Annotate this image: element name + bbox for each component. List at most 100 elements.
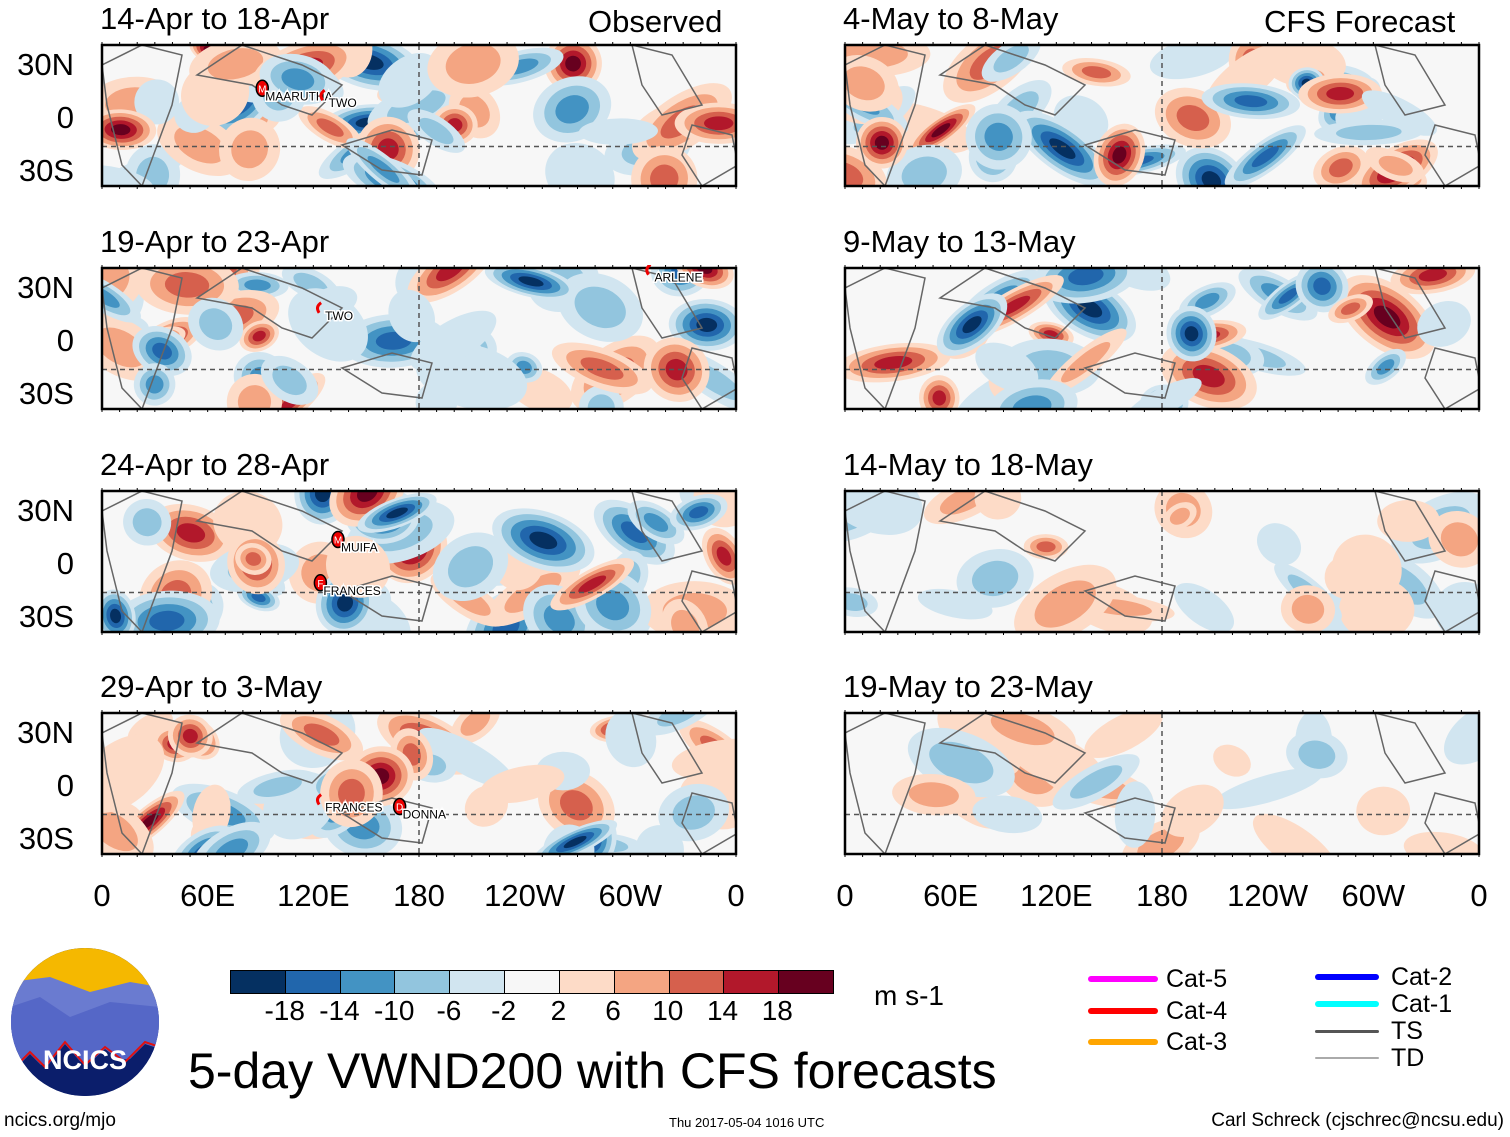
storm-name: MUIFA xyxy=(341,540,378,554)
coastline xyxy=(1424,124,1479,186)
lat-label: 30S xyxy=(18,153,74,188)
legend-line-ts xyxy=(1315,1029,1379,1033)
anomaly-contour xyxy=(418,727,516,789)
anomaly-contour xyxy=(245,552,262,566)
colorbar-swatch xyxy=(450,971,506,993)
cfs-forecast-label: CFS Forecast xyxy=(1264,4,1456,39)
anomaly-contour xyxy=(671,738,736,782)
map-panel xyxy=(843,265,1481,412)
panel-title: 19-Apr to 23-Apr xyxy=(100,224,330,259)
coastline xyxy=(845,268,926,409)
lat-label: 30S xyxy=(18,376,74,411)
lat-label: 30S xyxy=(18,821,74,856)
coastline xyxy=(102,45,183,186)
timestamp: Thu 2017-05-04 1016 UTC xyxy=(669,1115,825,1130)
anomaly-contour xyxy=(1234,95,1268,108)
anomaly-contour xyxy=(164,272,210,298)
legend-label: TD xyxy=(1391,1044,1425,1072)
coastline xyxy=(631,491,704,562)
coastline xyxy=(681,792,736,854)
anomaly-contour xyxy=(974,491,1022,520)
anomaly-contour xyxy=(620,521,648,544)
anomaly-contour xyxy=(436,268,465,282)
coastline xyxy=(340,352,433,399)
anomaly-contour xyxy=(207,48,264,80)
anomaly-contour xyxy=(1376,359,1395,375)
anomaly-contour xyxy=(303,723,340,746)
anomaly-contour xyxy=(102,734,165,813)
anomaly-contour xyxy=(252,330,266,342)
lon-label: 0 xyxy=(93,878,111,913)
anomaly-contour xyxy=(716,546,732,566)
anomaly-contour xyxy=(704,116,734,131)
anomaly-contour xyxy=(563,835,587,849)
anomaly-contour xyxy=(1434,582,1479,632)
anomaly-contour xyxy=(244,279,271,291)
units-label: m s-1 xyxy=(874,980,944,1011)
panel-title: 29-Apr to 3-May xyxy=(100,669,323,704)
lat-label: 0 xyxy=(56,323,74,358)
coastline xyxy=(1083,352,1176,399)
legend-label: Cat-1 xyxy=(1391,990,1453,1018)
anomaly-contour xyxy=(1377,499,1440,542)
anomaly-contour xyxy=(984,122,1013,151)
anomaly-contour xyxy=(578,575,607,593)
coastline xyxy=(938,491,1087,562)
anomaly-contour xyxy=(1336,124,1402,141)
coastline xyxy=(195,491,344,562)
anomaly-contour xyxy=(596,590,630,621)
anomaly-contour xyxy=(1213,768,1323,810)
anomaly-contour xyxy=(665,358,688,381)
coastline xyxy=(340,129,433,176)
anomaly-contour xyxy=(337,594,354,612)
storm-marker-letter: M xyxy=(258,84,266,95)
anomaly-contour xyxy=(1070,765,1123,799)
anomaly-contour xyxy=(1356,786,1411,836)
anomaly-contour xyxy=(386,507,408,519)
storm-name: FRANCES xyxy=(325,801,382,815)
anomaly-contour xyxy=(325,535,390,598)
anomaly-contour xyxy=(1084,713,1163,758)
anomaly-contour xyxy=(1124,378,1202,409)
legend-line-td xyxy=(1315,1057,1379,1059)
coastline xyxy=(1374,491,1447,562)
anomaly-contour xyxy=(356,491,378,502)
colorbar-tick-label: -10 xyxy=(373,995,415,1026)
legend-line-cat-4 xyxy=(1088,1007,1158,1014)
lon-label: 180 xyxy=(393,878,445,913)
anomaly-contour xyxy=(1329,158,1353,178)
lon-label: 60E xyxy=(180,878,236,913)
anomaly-contour xyxy=(1340,302,1361,315)
anomaly-contour xyxy=(1061,341,1111,383)
anomaly-contour xyxy=(367,155,400,183)
storm-name: FRANCES xyxy=(323,584,380,598)
coastline xyxy=(845,491,926,632)
anomaly-contour xyxy=(445,45,501,84)
colorbar-tick-label: 18 xyxy=(761,995,793,1026)
coastline xyxy=(1083,129,1176,176)
colorbar-swatch xyxy=(340,971,396,993)
colorbar-swatch xyxy=(231,971,286,993)
storm-marker-letter: F xyxy=(317,579,323,590)
anomaly-contour xyxy=(174,125,226,164)
legend-label: Cat-5 xyxy=(1166,965,1228,993)
lat-label: 30N xyxy=(17,270,74,305)
anomaly-contour xyxy=(149,610,185,631)
lon-label: 120W xyxy=(1227,878,1309,913)
lat-label: 0 xyxy=(56,768,74,803)
colorbar-tick-label: -18 xyxy=(264,995,305,1026)
colorbar-tick-label: -14 xyxy=(319,995,360,1026)
legend-line-cat-1 xyxy=(1315,1001,1379,1007)
anomaly-contour xyxy=(237,385,272,409)
website-link[interactable]: ncics.org/mjo xyxy=(4,1110,116,1131)
anomaly-contour xyxy=(1291,594,1325,624)
storm-track xyxy=(319,88,326,102)
colorbar xyxy=(230,970,834,994)
anomaly-contour xyxy=(993,45,1029,73)
storm-name: MAARUTHA xyxy=(265,89,332,103)
wind-anomaly-field xyxy=(102,45,736,186)
anomaly-contour xyxy=(110,608,122,624)
